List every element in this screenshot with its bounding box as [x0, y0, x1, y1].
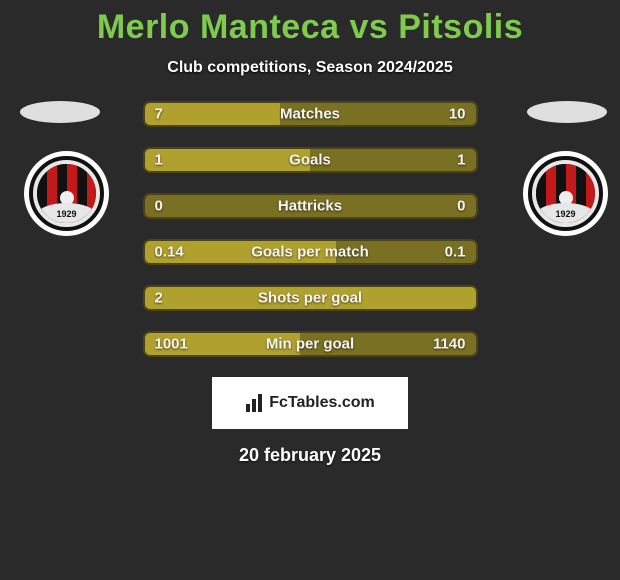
source-badge-text: FcTables.com — [269, 394, 375, 412]
stat-row: 7Matches10 — [143, 101, 478, 127]
footer-date: 20 february 2025 — [0, 445, 620, 466]
crest-year-left: 1929 — [37, 203, 96, 225]
team-crest-left: 1929 — [24, 151, 109, 236]
stat-value-right: 10 — [449, 106, 466, 123]
subtitle: Club competitions, Season 2024/2025 — [0, 59, 620, 77]
stat-row: 2Shots per goal — [143, 285, 478, 311]
stat-value-right: 1140 — [433, 336, 466, 353]
stat-value-right: 0.1 — [445, 244, 466, 261]
stat-row: 0Hattricks0 — [143, 193, 478, 219]
stat-bars: 7Matches101Goals10Hattricks00.14Goals pe… — [143, 101, 478, 357]
stat-row: 1Goals1 — [143, 147, 478, 173]
crest-year-right: 1929 — [536, 203, 595, 225]
stat-value-right: 1 — [457, 152, 465, 169]
team-crest-right: 1929 — [523, 151, 608, 236]
stat-label: Goals — [145, 152, 476, 169]
page-title: Merlo Manteca vs Pitsolis — [0, 0, 620, 47]
player-shadow-left — [20, 101, 100, 123]
source-badge: FcTables.com — [212, 377, 408, 429]
comparison-panel: 1929 1929 7Matches101Goals10Hattricks00.… — [0, 101, 620, 357]
stat-value-right: 0 — [457, 198, 465, 215]
stat-label: Shots per goal — [145, 290, 476, 307]
bars-icon — [245, 393, 265, 413]
player-shadow-right — [527, 101, 607, 123]
stat-label: Goals per match — [145, 244, 476, 261]
stat-label: Matches — [145, 106, 476, 123]
stat-label: Hattricks — [145, 198, 476, 215]
stat-row: 0.14Goals per match0.1 — [143, 239, 478, 265]
stat-row: 1001Min per goal1140 — [143, 331, 478, 357]
stat-label: Min per goal — [145, 336, 476, 353]
